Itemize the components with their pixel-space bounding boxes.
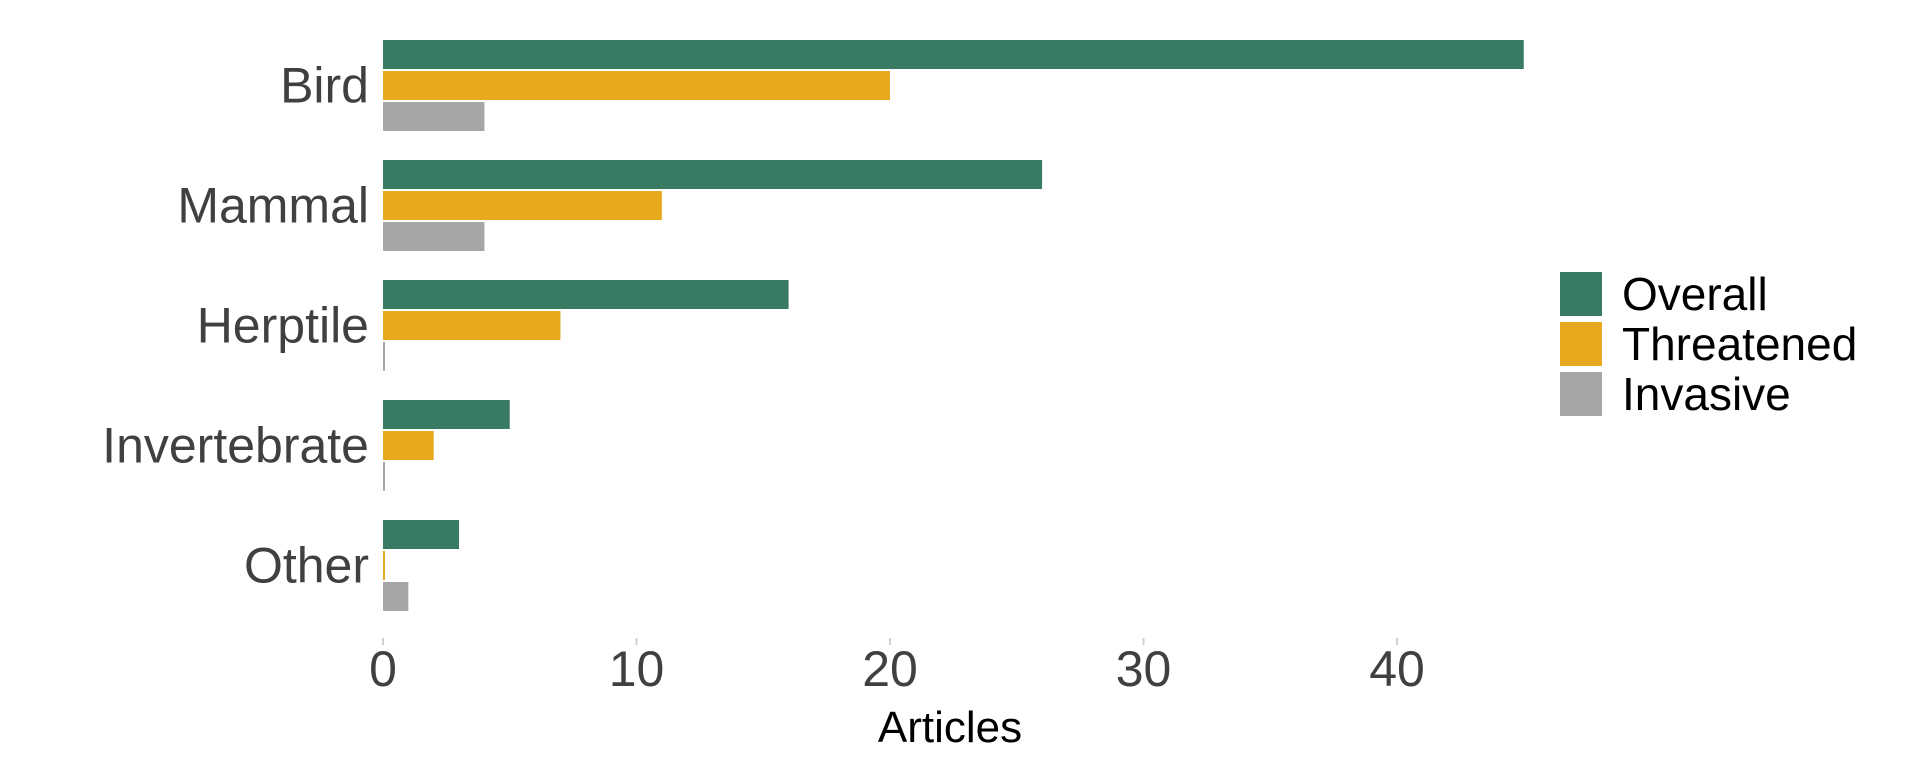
bar-bird-invasive: [383, 102, 485, 131]
category-label-mammal: Mammal: [177, 178, 369, 234]
x-tick-label: 20: [862, 641, 918, 697]
bar-other-overall: [383, 520, 460, 549]
bar-bird-overall: [383, 40, 1524, 69]
x-tick-label: 10: [609, 641, 665, 697]
bar-herptile-overall: [383, 280, 789, 309]
legend-swatch-threatened: [1560, 322, 1602, 366]
bar-mammal-invasive: [383, 222, 485, 251]
bar-bird-threatened: [383, 71, 890, 100]
bar-other-invasive: [383, 582, 409, 611]
x-tick-label: 30: [1116, 641, 1172, 697]
bar-invertebrate-threatened: [383, 431, 434, 460]
legend-swatch-invasive: [1560, 372, 1602, 416]
bar-herptile-invasive: [383, 342, 385, 371]
bar-herptile-threatened: [383, 311, 561, 340]
bar-other-threatened: [383, 551, 385, 580]
legend-label-overall: Overall: [1622, 268, 1768, 320]
category-label-other: Other: [244, 538, 369, 594]
bar-mammal-threatened: [383, 191, 662, 220]
category-label-bird: Bird: [280, 58, 369, 114]
bars-layer: [383, 40, 1524, 611]
legend-label-threatened: Threatened: [1622, 318, 1857, 370]
x-tick-label: 0: [369, 641, 397, 697]
category-labels: Bird Mammal Herptile Invertebrate Other: [102, 58, 369, 594]
bar-invertebrate-overall: [383, 400, 510, 429]
legend-label-invasive: Invasive: [1622, 368, 1791, 420]
category-label-herptile: Herptile: [197, 298, 369, 354]
legend-swatch-overall: [1560, 272, 1602, 316]
x-axis: 0 10 20 30 40: [369, 638, 1425, 697]
bar-mammal-overall: [383, 160, 1043, 189]
x-tick-label: 40: [1369, 641, 1425, 697]
bar-invertebrate-invasive: [383, 462, 385, 491]
category-label-invertebrate: Invertebrate: [102, 418, 369, 474]
x-axis-title: Articles: [878, 703, 1022, 752]
